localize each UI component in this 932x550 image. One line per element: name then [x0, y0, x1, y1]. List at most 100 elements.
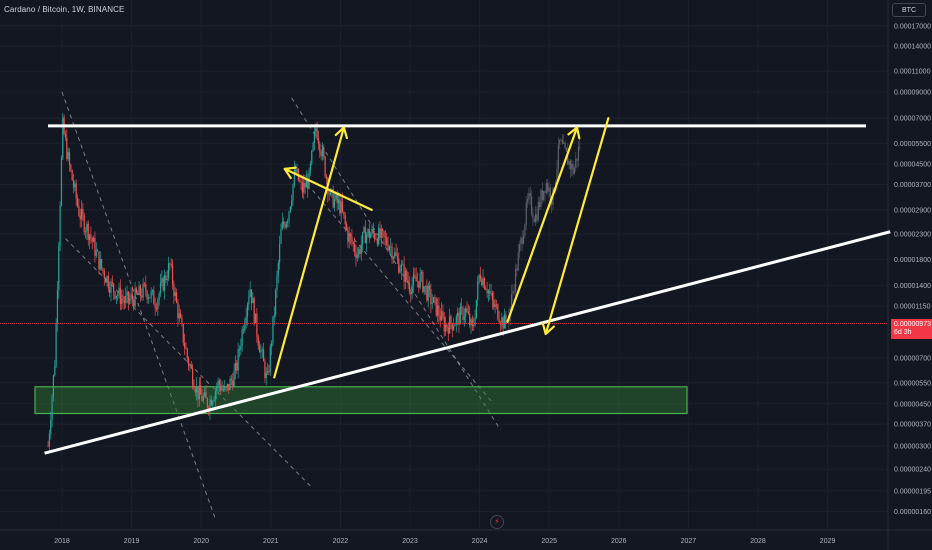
time-tick-label: 2028 [750, 538, 766, 545]
candle-body [167, 263, 170, 279]
candle-body [403, 264, 405, 282]
up-arrow [273, 126, 345, 379]
candle-body [261, 349, 263, 351]
candle-body [51, 396, 53, 420]
candle-body [411, 284, 413, 295]
candle-body [408, 283, 411, 292]
projection-candle-body [526, 199, 529, 203]
time-tick-label: 2025 [541, 538, 557, 545]
candle-body [280, 229, 282, 244]
up-arrow [506, 126, 579, 323]
candle-body [406, 270, 408, 281]
candle-body [173, 284, 175, 296]
candle-body [205, 391, 207, 399]
candle-body [84, 230, 87, 232]
candle-body [446, 324, 448, 328]
candle-body [74, 183, 76, 188]
candle-body [378, 227, 380, 245]
candle-body [455, 316, 457, 325]
candle-body [351, 236, 353, 243]
candle-body [177, 302, 179, 319]
candle-body [166, 278, 168, 281]
candle-body [410, 291, 412, 295]
candle-body [299, 180, 301, 182]
candle-body [62, 117, 64, 158]
candle-body [359, 249, 361, 254]
candle-body [221, 388, 223, 391]
candle-body [224, 386, 226, 390]
candle-body [253, 298, 255, 323]
candle-body [498, 318, 500, 323]
candle-body [368, 229, 370, 238]
candle-body [392, 257, 395, 259]
candle-body [147, 297, 150, 300]
candle-body [343, 211, 345, 216]
candle-body [304, 182, 306, 188]
candle-body [423, 286, 425, 292]
candle-body [431, 302, 433, 304]
candle-body [435, 297, 437, 316]
candle-body [344, 215, 346, 224]
candle-body [477, 281, 479, 300]
candle-body [383, 231, 385, 237]
candle-body [70, 164, 72, 171]
candle-body [387, 244, 389, 251]
candle-body [95, 250, 97, 256]
candle-body [366, 234, 368, 244]
candle-body [265, 372, 267, 379]
pointer-arrow [544, 117, 610, 336]
candle-body [375, 238, 377, 240]
candle-body [87, 223, 89, 241]
candle-body [329, 189, 332, 195]
candle-body [428, 285, 431, 290]
candle-body [244, 322, 246, 331]
candle-body [461, 306, 463, 308]
candle-body [419, 273, 421, 288]
candle-body [250, 289, 253, 304]
candle-body [258, 345, 261, 353]
candle-body [198, 385, 200, 400]
candle-body [292, 184, 294, 201]
candles [47, 113, 581, 451]
projection-candle-body [541, 190, 543, 200]
candle-body [142, 283, 144, 298]
candle-body [246, 304, 249, 317]
candle-body [190, 365, 192, 369]
projection-candle-body [543, 190, 545, 200]
candle-body [138, 285, 140, 295]
candle-body [388, 246, 390, 251]
projection-candle-body [563, 142, 565, 144]
candle-body [230, 378, 233, 381]
candle-body [115, 295, 117, 299]
candle-body [213, 399, 215, 402]
candle-body [337, 199, 340, 204]
candle-body [371, 229, 373, 235]
bar-countdown-label: 6d 3h [894, 329, 912, 336]
candle-body [475, 299, 477, 318]
candle-body [101, 259, 103, 269]
candle-body [479, 274, 482, 280]
candle-body [157, 299, 159, 310]
candle-body [209, 399, 211, 412]
candle-body [68, 152, 71, 165]
candle-body [386, 237, 388, 245]
pointer-arrow [283, 167, 373, 211]
candle-body [139, 285, 142, 296]
candle-body [398, 258, 400, 273]
unit-selector[interactable]: BTC [892, 3, 926, 17]
price-tick-label: 0.00000160 [894, 509, 931, 516]
candle-body [75, 183, 77, 199]
lightning-icon[interactable]: ⚡ [490, 515, 504, 529]
candle-body [163, 275, 166, 291]
pointer-arrow-head [283, 166, 297, 180]
projection-candle-body [516, 268, 518, 271]
candle-body [240, 345, 242, 350]
symbol-title: Cardano / Bitcoin, 1W, BINANCE [4, 5, 125, 14]
candle-body [178, 313, 180, 319]
candle-body [436, 305, 439, 316]
candle-body [470, 319, 472, 326]
candle-body [426, 285, 428, 301]
candle-body [339, 199, 341, 214]
